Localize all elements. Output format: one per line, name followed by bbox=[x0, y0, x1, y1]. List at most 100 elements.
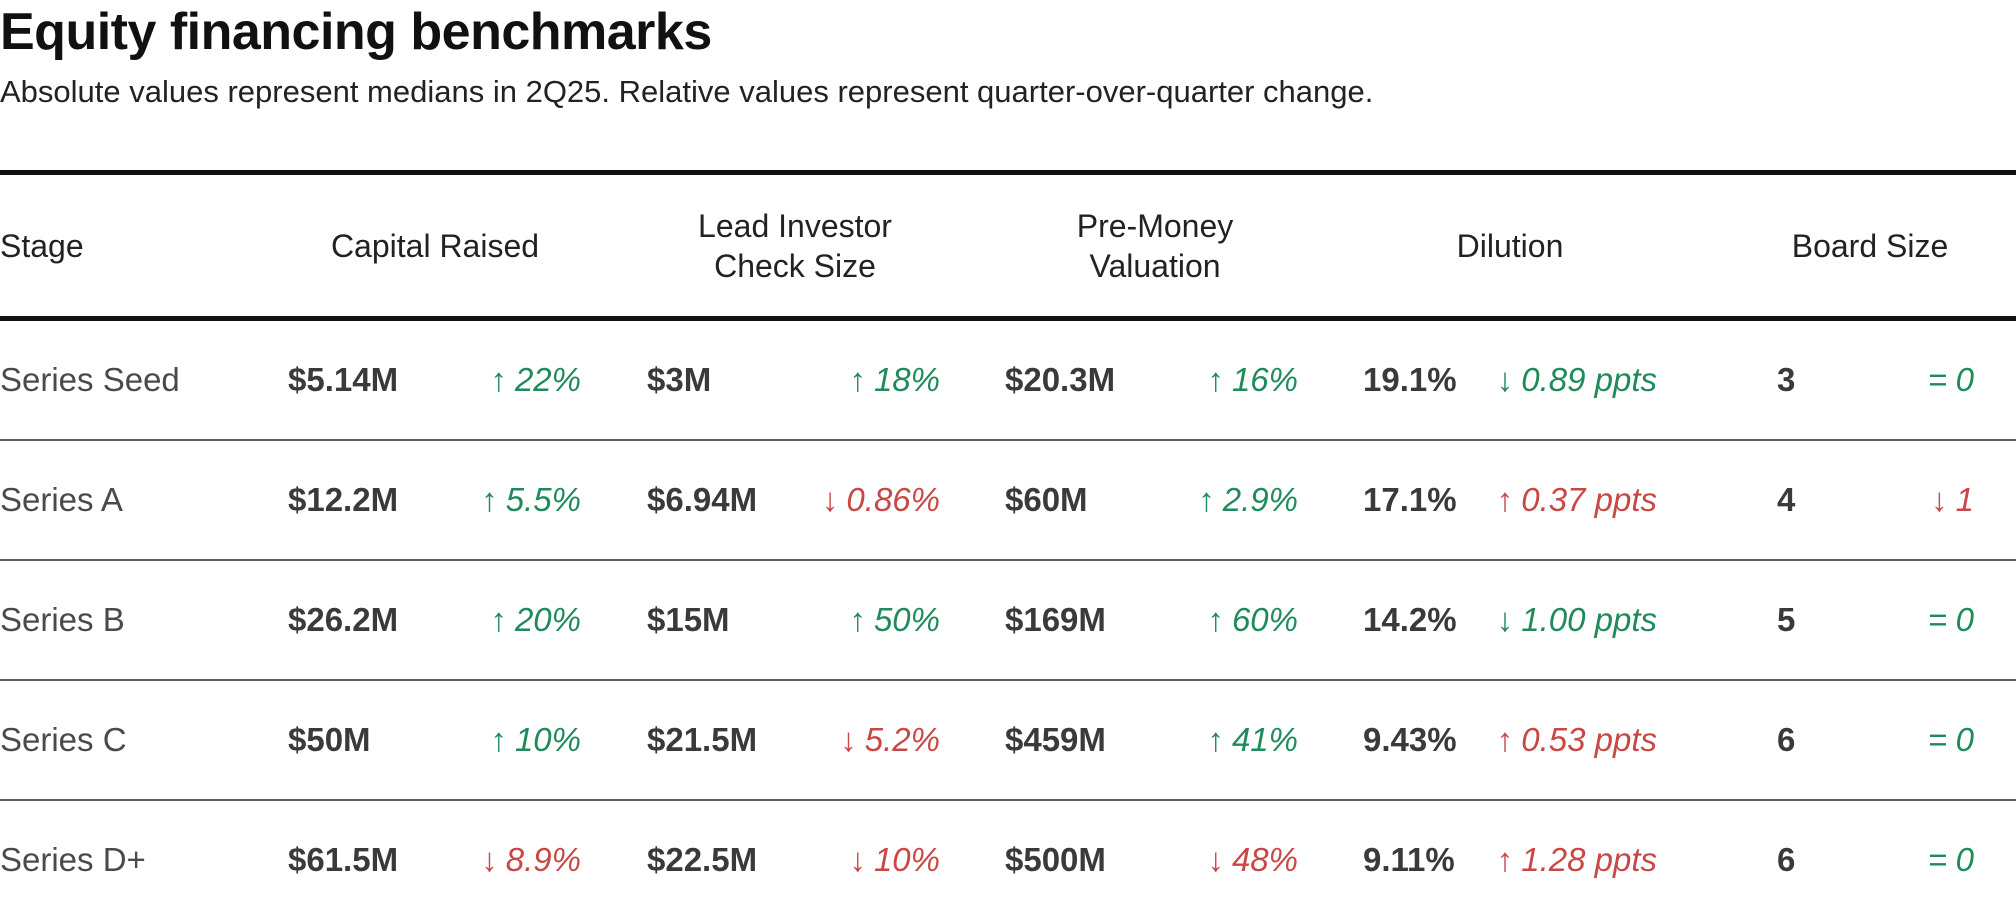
change-value: 22% bbox=[514, 361, 581, 398]
change-value: 1.00 ppts bbox=[1521, 601, 1657, 638]
change-arrow-icon: ↑ bbox=[1207, 721, 1224, 758]
premoney-change: ↑ 60% bbox=[1207, 561, 1298, 679]
change-value: 0.86% bbox=[846, 481, 940, 518]
premoney-value: $60M bbox=[1005, 481, 1088, 518]
header-lead-line2: Check Size bbox=[714, 247, 876, 284]
table-row: Series B $26.2M ↑ 20% $15M ↑ 50% $169M ↑ 60% 14.2%… bbox=[0, 561, 2016, 681]
stage-label: Series A bbox=[0, 481, 123, 518]
header-lead-investor-check-size: Lead Investor Check Size bbox=[645, 175, 945, 316]
table-row: Series Seed $5.14M ↑ 22% $3M ↑ 18% $20.3M ↑ 16% 19… bbox=[0, 321, 2016, 441]
board-change: = 0 bbox=[1928, 561, 1974, 679]
change-arrow-icon: ↓ bbox=[481, 841, 498, 878]
capital-value: $12.2M bbox=[288, 481, 399, 518]
change-value: 5.2% bbox=[864, 721, 940, 758]
change-arrow-icon: ↑ bbox=[1198, 481, 1215, 518]
header-board-size: Board Size bbox=[1791, 227, 1949, 264]
page-subtitle: Absolute values represent medians in 2Q2… bbox=[0, 74, 1374, 109]
change-value: 1.28 ppts bbox=[1521, 841, 1657, 878]
capital-value: $50M bbox=[288, 721, 371, 758]
premoney-change: ↑ 41% bbox=[1207, 681, 1298, 799]
dilution-value: 9.11% bbox=[1363, 841, 1455, 878]
change-value: 0 bbox=[1955, 841, 1974, 878]
change-value: 0.53 ppts bbox=[1521, 721, 1657, 758]
change-value: 0 bbox=[1955, 721, 1974, 758]
change-value: 18% bbox=[873, 361, 940, 398]
premoney-value: $169M bbox=[1005, 601, 1106, 638]
change-arrow-icon: = bbox=[1928, 601, 1948, 638]
header-premoney-line2: Valuation bbox=[1089, 247, 1221, 284]
benchmarks-table: Stage Capital Raised Lead Investor Check … bbox=[0, 170, 2016, 919]
board-change: = 0 bbox=[1928, 681, 1974, 799]
capital-value: $26.2M bbox=[288, 601, 399, 638]
change-arrow-icon: = bbox=[1928, 841, 1948, 878]
capital-value: $5.14M bbox=[288, 361, 399, 398]
check-value: $15M bbox=[647, 601, 730, 638]
change-value: 41% bbox=[1231, 721, 1298, 758]
capital-change: ↓ 8.9% bbox=[481, 801, 581, 919]
change-value: 0 bbox=[1955, 361, 1974, 398]
change-value: 5.5% bbox=[505, 481, 581, 518]
dilution-change: ↑ 0.37 ppts bbox=[1497, 441, 1657, 559]
change-arrow-icon: ↓ bbox=[1931, 481, 1948, 518]
check-value: $3M bbox=[647, 361, 712, 398]
header-premoney-line1: Pre-Money bbox=[1076, 207, 1234, 244]
change-value: 16% bbox=[1231, 361, 1298, 398]
table-row: Series A $12.2M ↑ 5.5% $6.94M ↓ 0.86% $60M ↑ 2.9%… bbox=[0, 441, 2016, 561]
change-value: 2.9% bbox=[1222, 481, 1298, 518]
dilution-value: 9.43% bbox=[1363, 721, 1457, 758]
premoney-value: $20.3M bbox=[1005, 361, 1116, 398]
change-arrow-icon: ↑ bbox=[849, 361, 866, 398]
board-value: 6 bbox=[1777, 841, 1796, 878]
table-row: Series C $50M ↑ 10% $21.5M ↓ 5.2% $459M ↑ 41% 9.43… bbox=[0, 681, 2016, 801]
board-value: 5 bbox=[1777, 601, 1796, 638]
change-arrow-icon: ↑ bbox=[849, 601, 866, 638]
premoney-change: ↓ 48% bbox=[1207, 801, 1298, 919]
dilution-change: ↓ 0.89 ppts bbox=[1497, 321, 1657, 439]
change-value: 1 bbox=[1955, 481, 1974, 518]
change-arrow-icon: ↑ bbox=[481, 481, 498, 518]
change-value: 0.37 ppts bbox=[1521, 481, 1657, 518]
change-arrow-icon: = bbox=[1928, 361, 1948, 398]
check-change: ↓ 0.86% bbox=[822, 441, 940, 559]
board-change: = 0 bbox=[1928, 801, 1974, 919]
change-arrow-icon: = bbox=[1928, 721, 1948, 758]
header-stage: Stage bbox=[0, 227, 84, 264]
board-value: 4 bbox=[1777, 481, 1796, 518]
change-arrow-icon: ↓ bbox=[1496, 361, 1514, 398]
board-change: = 0 bbox=[1928, 321, 1974, 439]
header-pre-money-valuation: Pre-Money Valuation bbox=[1005, 175, 1305, 316]
page-title: Equity financing benchmarks bbox=[0, 3, 712, 61]
header-lead-line1: Lead Investor bbox=[698, 207, 892, 244]
change-value: 48% bbox=[1231, 841, 1298, 878]
change-arrow-icon: ↑ bbox=[1496, 481, 1514, 518]
check-value: $21.5M bbox=[647, 721, 758, 758]
table-header-row: Stage Capital Raised Lead Investor Check … bbox=[0, 175, 2016, 316]
table-header-rule bbox=[0, 316, 2016, 321]
change-value: 10% bbox=[514, 721, 581, 758]
change-value: 50% bbox=[873, 601, 940, 638]
board-value: 3 bbox=[1777, 361, 1796, 398]
capital-change: ↑ 20% bbox=[490, 561, 581, 679]
change-arrow-icon: ↓ bbox=[1207, 841, 1224, 878]
change-arrow-icon: ↓ bbox=[821, 481, 839, 518]
change-arrow-icon: ↑ bbox=[1207, 361, 1224, 398]
change-value: 0 bbox=[1955, 601, 1974, 638]
change-arrow-icon: ↑ bbox=[490, 721, 507, 758]
board-change: ↓ 1 bbox=[1931, 441, 1974, 559]
premoney-value: $459M bbox=[1005, 721, 1106, 758]
change-value: 20% bbox=[514, 601, 581, 638]
dilution-change: ↑ 1.28 ppts bbox=[1497, 801, 1657, 919]
dilution-change: ↑ 0.53 ppts bbox=[1497, 681, 1657, 799]
check-change: ↑ 50% bbox=[849, 561, 940, 679]
dilution-value: 14.2% bbox=[1363, 601, 1457, 638]
check-change: ↑ 18% bbox=[849, 321, 940, 439]
change-arrow-icon: ↓ bbox=[849, 841, 866, 878]
board-value: 6 bbox=[1777, 721, 1796, 758]
check-value: $6.94M bbox=[647, 481, 758, 518]
change-arrow-icon: ↑ bbox=[490, 601, 507, 638]
change-arrow-icon: ↑ bbox=[1207, 601, 1224, 638]
capital-change: ↑ 5.5% bbox=[481, 441, 581, 559]
premoney-change: ↑ 16% bbox=[1207, 321, 1298, 439]
change-arrow-icon: ↑ bbox=[1496, 721, 1514, 758]
change-arrow-icon: ↓ bbox=[1496, 601, 1514, 638]
